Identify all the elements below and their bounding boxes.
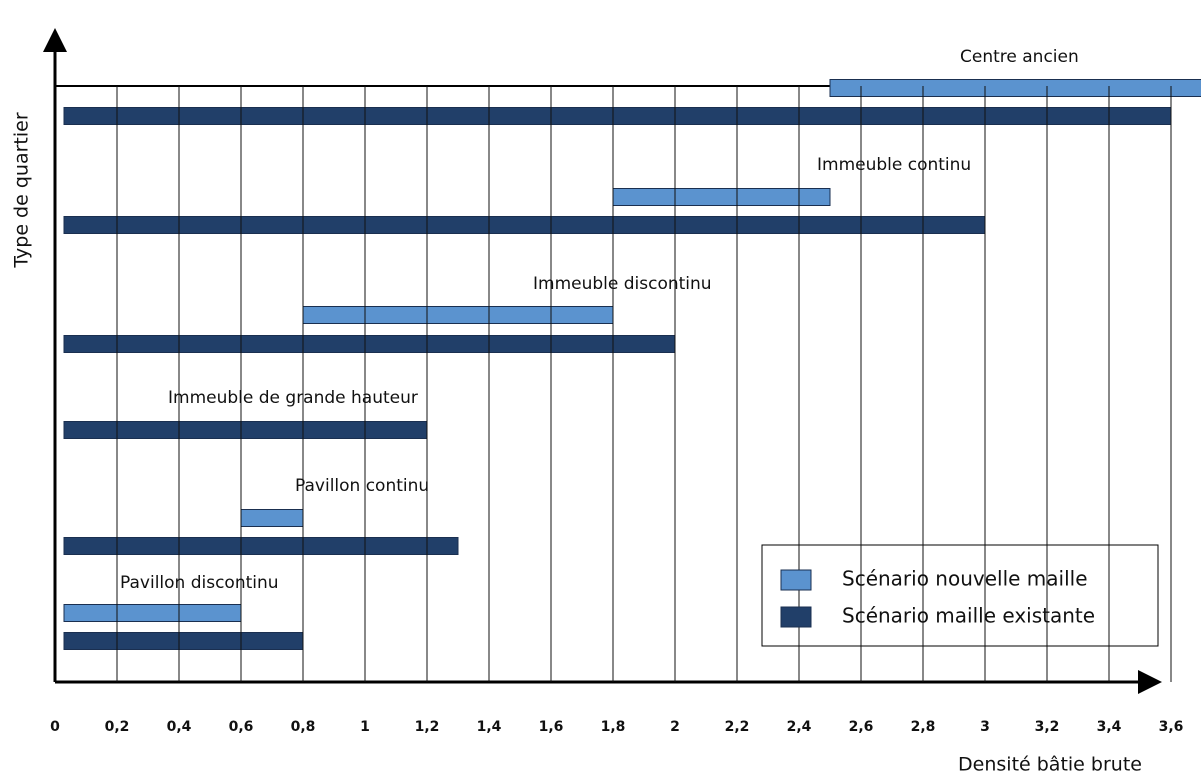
category-label: Immeuble de grande hauteur xyxy=(168,388,418,408)
y-axis-title: Type de quartier xyxy=(11,112,33,268)
bar xyxy=(63,107,1172,125)
x-tick-label: 2,4 xyxy=(787,719,812,735)
x-tick-label: 3,6 xyxy=(1159,719,1184,735)
x-tick-label: 0,8 xyxy=(291,719,316,735)
x-tick-label: 1 xyxy=(360,719,370,735)
x-tick-label: 2,6 xyxy=(849,719,874,735)
bar xyxy=(63,421,428,439)
bar xyxy=(63,335,676,353)
x-tick-label: 1,6 xyxy=(539,719,564,735)
bar xyxy=(63,632,304,650)
x-tick-label: 0,2 xyxy=(105,719,130,735)
x-tick-label: 1,8 xyxy=(601,719,626,735)
bar xyxy=(612,188,831,206)
x-tick-label: 0 xyxy=(50,719,60,735)
category-label: Immeuble discontinu xyxy=(533,274,712,294)
x-tick-label: 2 xyxy=(670,719,680,735)
x-tick-label: 3,2 xyxy=(1035,719,1060,735)
category-label: Pavillon discontinu xyxy=(120,573,279,593)
x-tick-label: 3 xyxy=(980,719,990,735)
x-tick-label: 2,2 xyxy=(725,719,750,735)
bar xyxy=(829,79,1201,97)
x-tick-label: 1,4 xyxy=(477,719,502,735)
x-tick-label: 2,8 xyxy=(911,719,936,735)
x-tick-label: 0,6 xyxy=(229,719,254,735)
bar xyxy=(63,216,986,234)
legend-label: Scénario nouvelle maille xyxy=(842,567,1088,591)
legend-box xyxy=(761,544,1159,647)
bar xyxy=(63,537,459,555)
x-tick-label: 3,4 xyxy=(1097,719,1122,735)
bar xyxy=(302,306,614,324)
legend-label: Scénario maille existante xyxy=(842,604,1095,628)
x-tick-label: 0,4 xyxy=(167,719,192,735)
x-tick-label: 1,2 xyxy=(415,719,440,735)
legend-swatch xyxy=(780,569,812,591)
bar xyxy=(240,509,304,527)
bar xyxy=(63,604,242,622)
legend-swatch xyxy=(780,606,812,628)
category-label: Centre ancien xyxy=(960,47,1079,67)
category-label: Immeuble continu xyxy=(817,155,971,175)
x-axis-title: Densité bâtie brute xyxy=(958,754,1142,774)
category-label: Pavillon continu xyxy=(295,476,429,496)
